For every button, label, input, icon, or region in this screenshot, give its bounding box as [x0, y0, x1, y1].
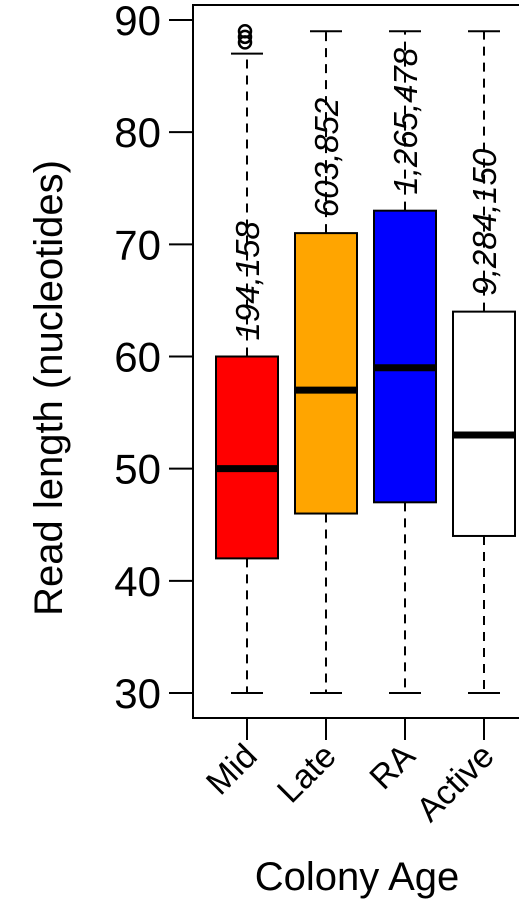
box — [373, 209, 437, 504]
count-label: 1,265,478 — [387, 47, 424, 194]
y-tick-label: 40 — [114, 558, 161, 605]
y-tick-label: 80 — [114, 109, 161, 156]
y-tick-label: 30 — [114, 670, 161, 717]
x-tick-label: Mid — [199, 737, 265, 803]
count-label: 9,284,150 — [466, 148, 503, 295]
box — [452, 310, 516, 537]
box — [215, 355, 279, 560]
y-tick-label: 60 — [114, 334, 161, 381]
y-axis: 30 40 50 60 70 80 90 — [114, 0, 193, 717]
outlier-point — [237, 29, 253, 45]
count-label: 194,158 — [229, 221, 266, 341]
plot-area: 194,158Mid603,852Late1,265,478RA9,284,15… — [192, 4, 519, 829]
count-label: 603,852 — [308, 98, 345, 217]
x-tick-label: Active — [409, 737, 501, 829]
box-group-mid: 194,158 Mid — [199, 23, 279, 803]
y-axis-title: Read length (nucleotides) — [27, 160, 71, 616]
outlier-point — [237, 23, 253, 39]
box-group-late: 603,852 Late — [270, 30, 358, 811]
y-tick-label: 50 — [114, 446, 161, 493]
y-tick-label: 90 — [114, 0, 161, 44]
x-axis-title: Colony Age — [255, 855, 460, 899]
x-tick-label: Late — [270, 737, 344, 811]
x-tick-label: RA — [362, 737, 422, 797]
box — [294, 232, 358, 515]
box-group-active: 9,284,150 Active — [409, 30, 516, 829]
box-group-ra: 1,265,478 RA — [362, 30, 437, 797]
plot-frame — [192, 4, 519, 719]
y-tick-label: 70 — [114, 221, 161, 268]
